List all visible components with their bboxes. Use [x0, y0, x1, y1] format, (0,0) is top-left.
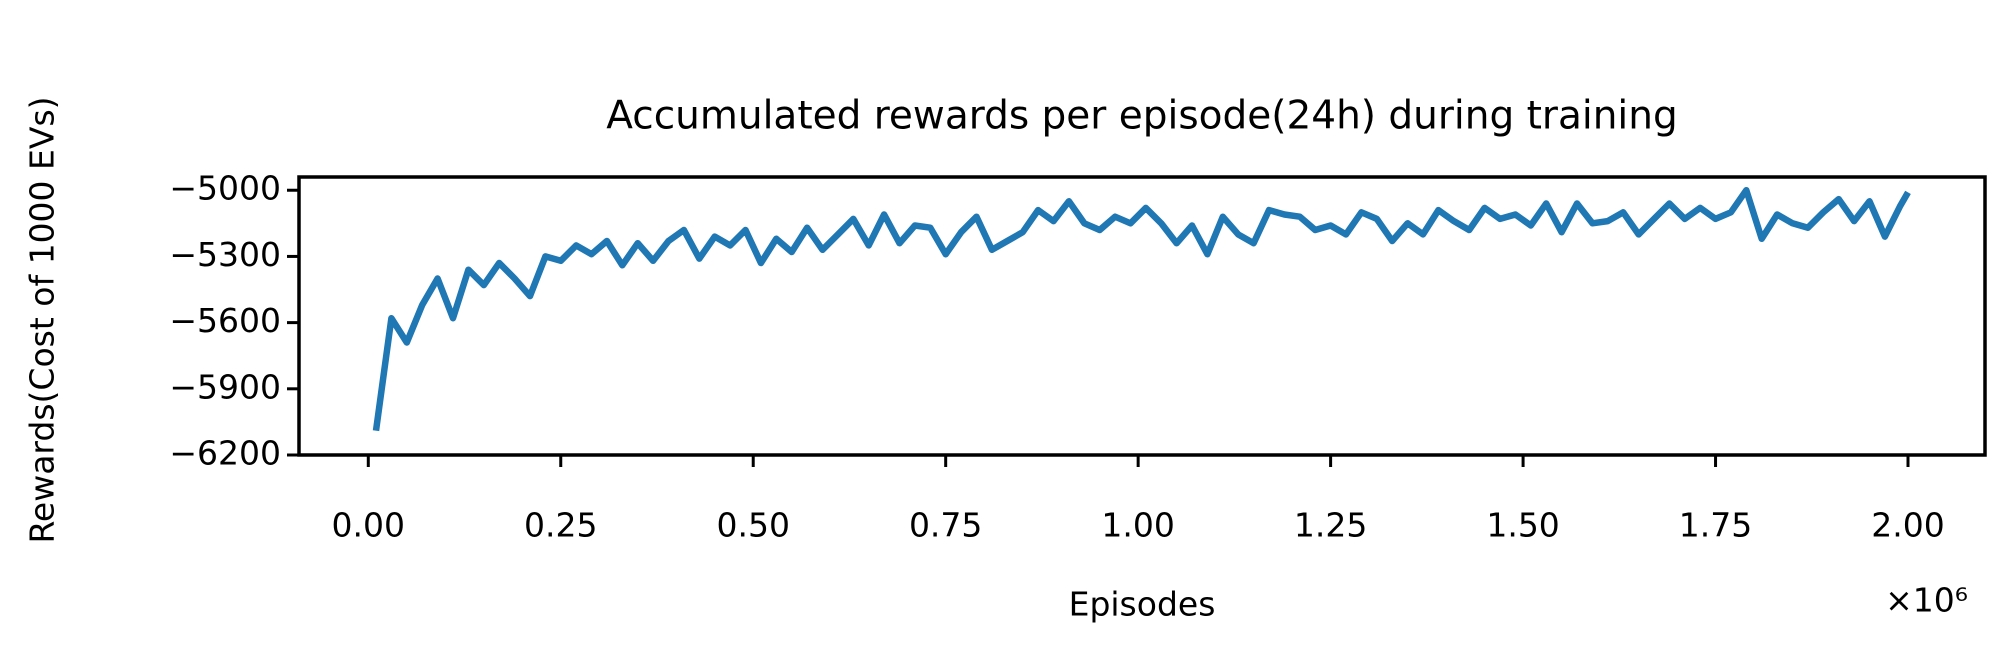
- x-tick-label: 0.25: [524, 506, 597, 545]
- x-axis-label: Episodes: [1069, 585, 1216, 624]
- y-tick-label: −5000: [169, 169, 281, 208]
- x-tick-label: 1.00: [1101, 506, 1174, 545]
- chart-title: Accumulated rewards per episode(24h) dur…: [606, 94, 1677, 139]
- data-line: [372, 186, 1911, 432]
- y-tick-label: −5600: [169, 301, 281, 340]
- x-tick-label: 0.00: [332, 506, 405, 545]
- y-tick-label: −6200: [169, 434, 281, 473]
- x-tick-label: 1.25: [1294, 506, 1367, 545]
- x-tick-label: 2.00: [1871, 506, 1944, 545]
- x-tick-label: 0.75: [909, 506, 982, 545]
- x-tick-label: 1.50: [1486, 506, 1559, 545]
- plot-frame: [297, 175, 1987, 457]
- x-tick-label: 1.75: [1679, 506, 1752, 545]
- y-tick-label: −5300: [169, 235, 281, 274]
- x-tick-label: 0.50: [716, 506, 789, 545]
- x-offset-label: ×10⁶: [1885, 581, 1968, 620]
- y-axis-label: Rewards(Cost of 1000 EVs): [23, 96, 62, 543]
- y-tick-label: −5900: [169, 367, 281, 406]
